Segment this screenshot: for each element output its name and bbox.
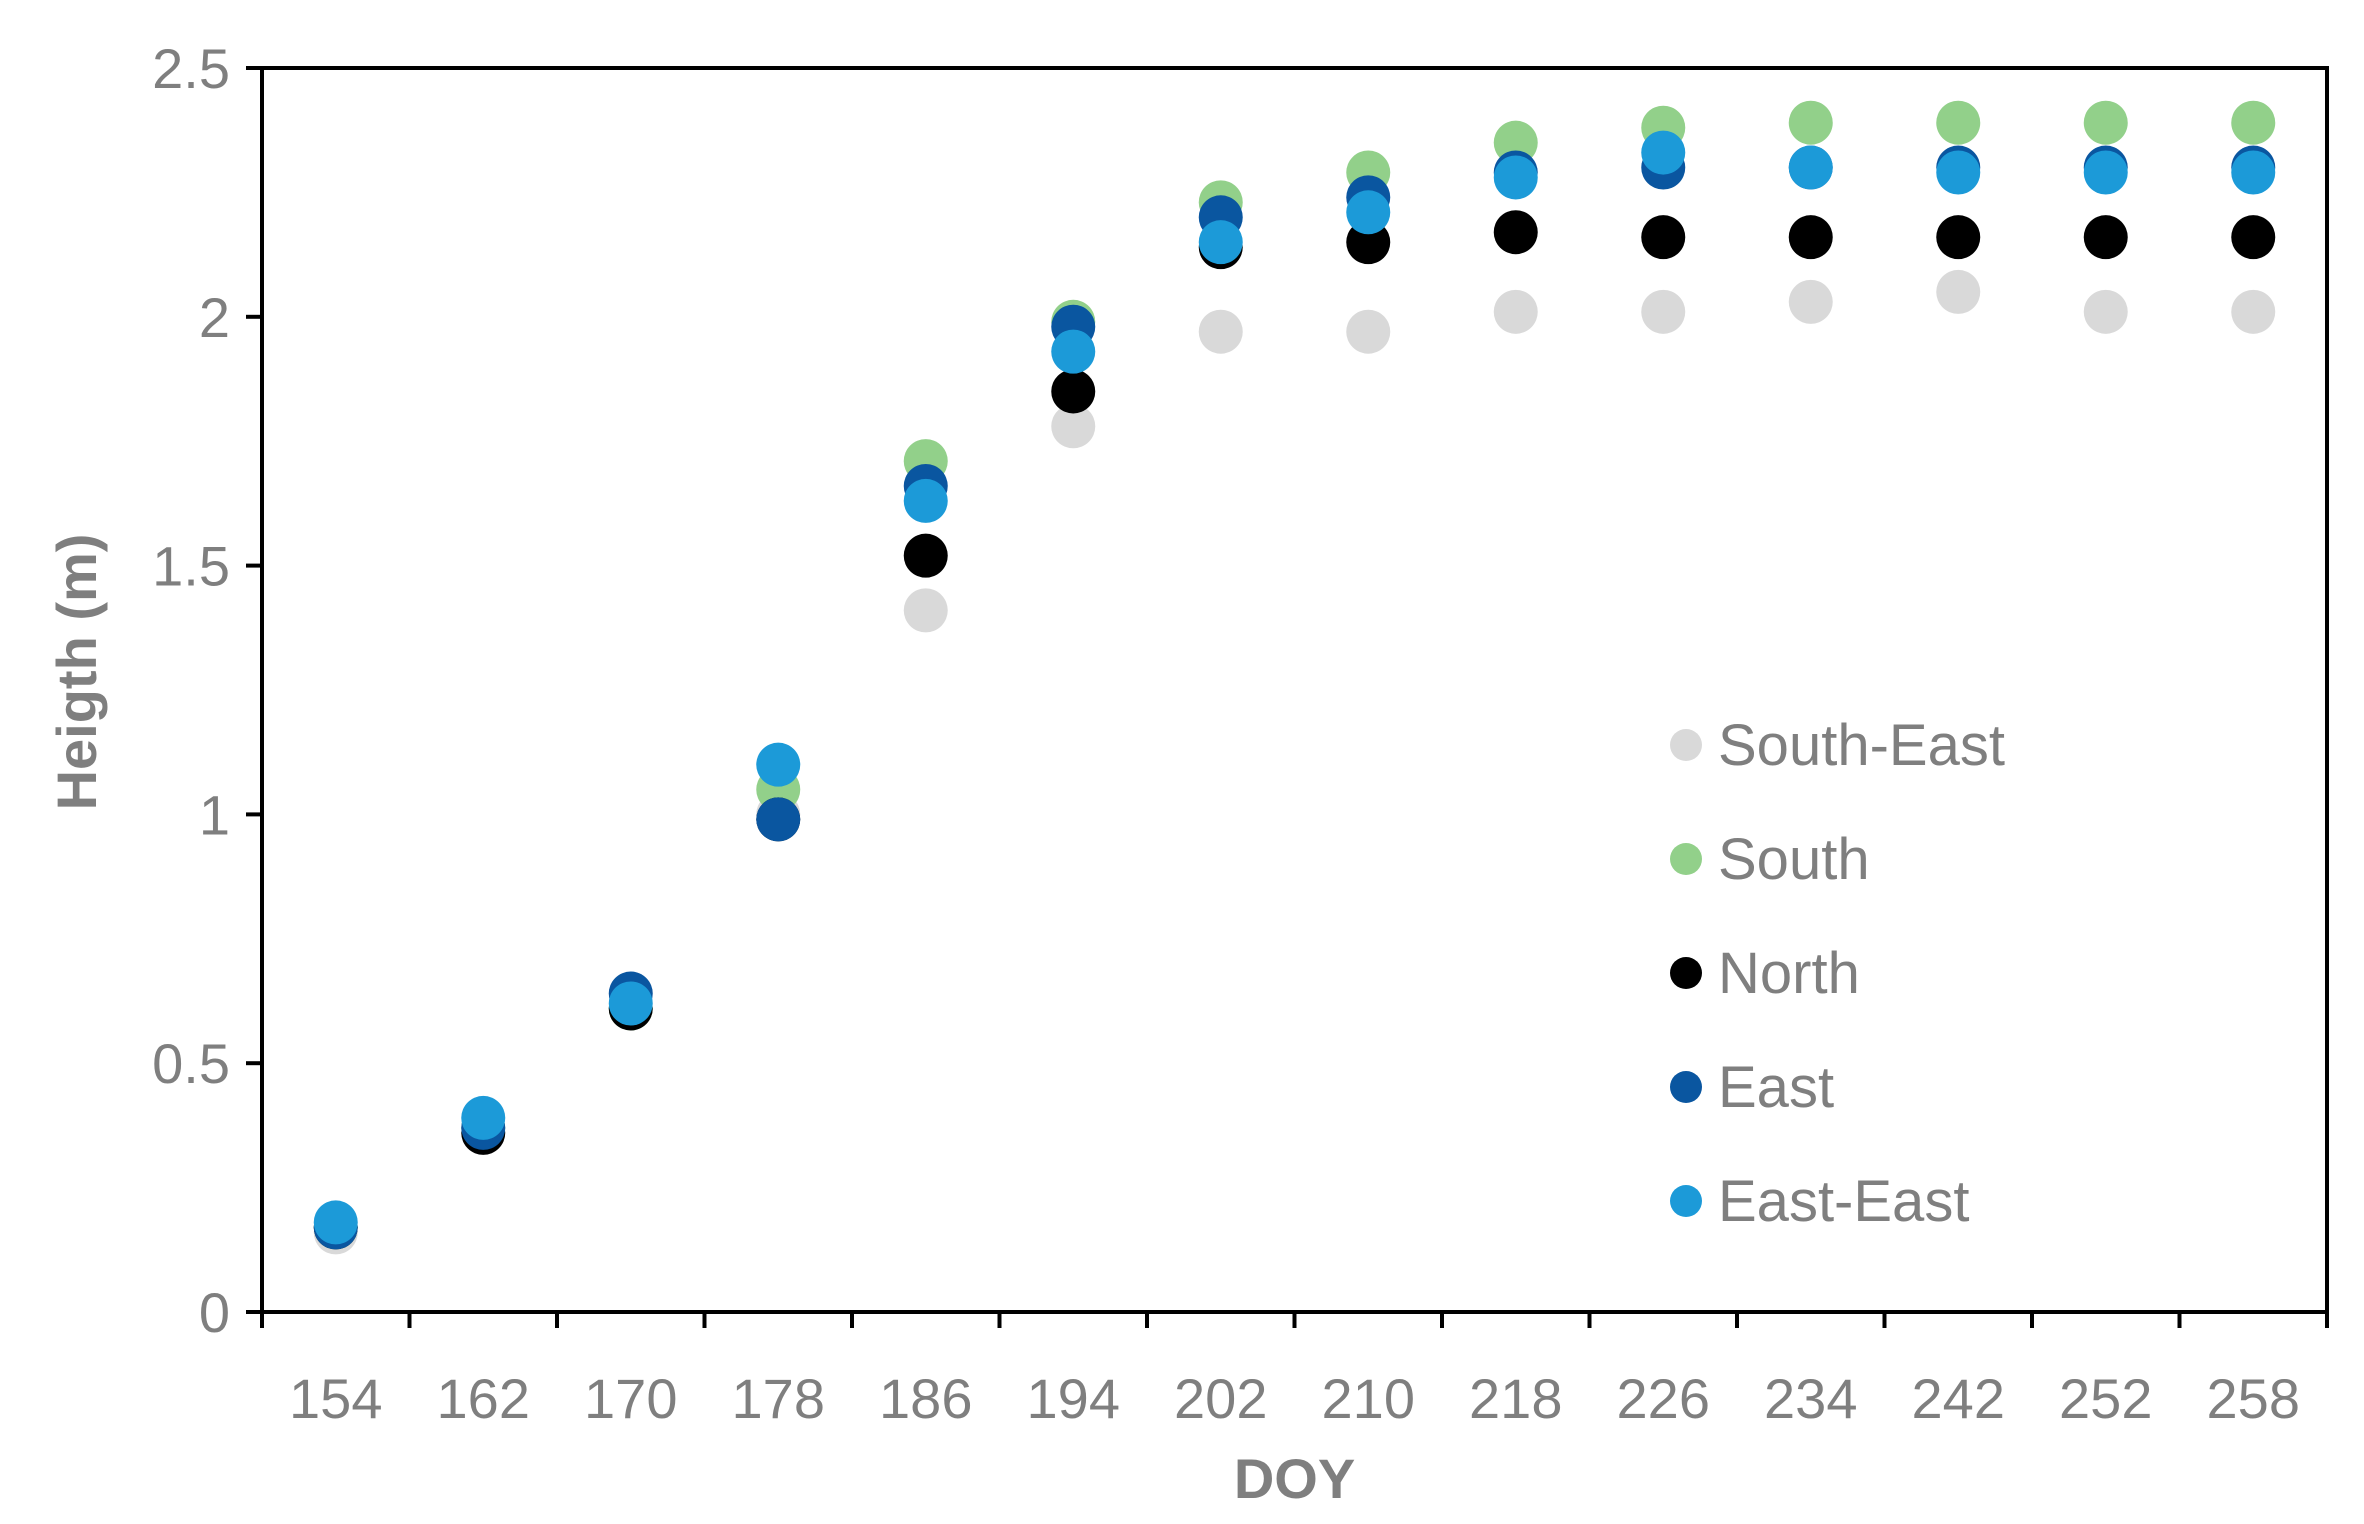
x-axis-title: DOY [1234,1447,1355,1510]
data-point [1346,309,1391,354]
x-tick-label: 202 [1174,1367,1267,1430]
x-tick-label: 162 [437,1367,530,1430]
data-point [461,1095,506,1140]
data-point [1936,100,1981,145]
y-tick-label: 0.5 [152,1032,230,1095]
data-point [1051,369,1096,414]
data-point [608,981,653,1026]
x-tick-label: 226 [1617,1367,1710,1430]
x-tick-label: 170 [584,1367,677,1430]
data-point [903,478,948,523]
data-point [2231,100,2276,145]
data-point [1641,289,1686,334]
x-tick-label: 178 [732,1367,825,1430]
data-point [756,797,801,842]
data-point [1051,329,1096,374]
data-point [1936,215,1981,260]
data-point [903,588,948,633]
x-tick-label: 252 [2059,1367,2152,1430]
x-tick-label: 234 [1764,1367,1857,1430]
y-tick-label: 2.5 [152,37,230,100]
y-tick-label: 0 [199,1281,230,1344]
data-point [1788,215,1833,260]
data-point [1493,155,1538,200]
series-south [313,100,2276,1250]
x-tick-label: 154 [289,1367,382,1430]
data-point [1641,215,1686,260]
data-point [1493,289,1538,334]
x-tick-label: 186 [879,1367,972,1430]
data-point [1936,150,1981,195]
legend-marker [1670,729,1702,761]
x-tick-label: 258 [2207,1367,2300,1430]
marks-layer [313,100,2276,1255]
axis-layer: 0 0.5 1 1.5 2 2.5 154 162 170 178 186 194 202 210 218 2… [152,37,2329,1430]
legend: South-East South North East East-East [1670,713,2005,1234]
legend-label: North [1718,941,1860,1006]
legend-marker [1670,957,1702,989]
data-point [1936,269,1981,314]
data-point [1788,279,1833,324]
data-point [2083,289,2128,334]
legend-label: East [1718,1055,1834,1120]
data-point [2083,100,2128,145]
series-east-east [313,130,2276,1245]
y-tick-label: 2 [199,286,230,349]
series-east [313,145,2276,1250]
legend-marker [1670,1185,1702,1217]
data-point [1346,190,1391,235]
data-point [1198,309,1243,354]
legend-marker [1670,1071,1702,1103]
legend-marker [1670,843,1702,875]
y-tick-label: 1 [199,783,230,846]
data-point [756,742,801,787]
legend-label: East-East [1718,1169,1969,1234]
data-point [2231,289,2276,334]
data-point [1641,130,1686,175]
x-tick-label: 194 [1027,1367,1120,1430]
data-point [1788,145,1833,190]
data-point [313,1200,358,1245]
data-point [1788,100,1833,145]
y-tick-label: 1.5 [152,535,230,598]
data-point [2083,215,2128,260]
data-point [1051,404,1096,449]
x-tick-label: 242 [1912,1367,2005,1430]
data-point [2231,215,2276,260]
x-tick-label: 210 [1322,1367,1415,1430]
x-tick-label: 218 [1469,1367,1562,1430]
y-axis-title: Heigth (m) [45,534,108,811]
data-point [1493,210,1538,255]
plot-frame [260,66,2329,1314]
data-point [903,533,948,578]
legend-label: South [1718,827,1870,892]
data-point [2231,150,2276,195]
data-point [2083,150,2128,195]
legend-label: South-East [1718,713,2005,778]
data-point [1198,220,1243,265]
